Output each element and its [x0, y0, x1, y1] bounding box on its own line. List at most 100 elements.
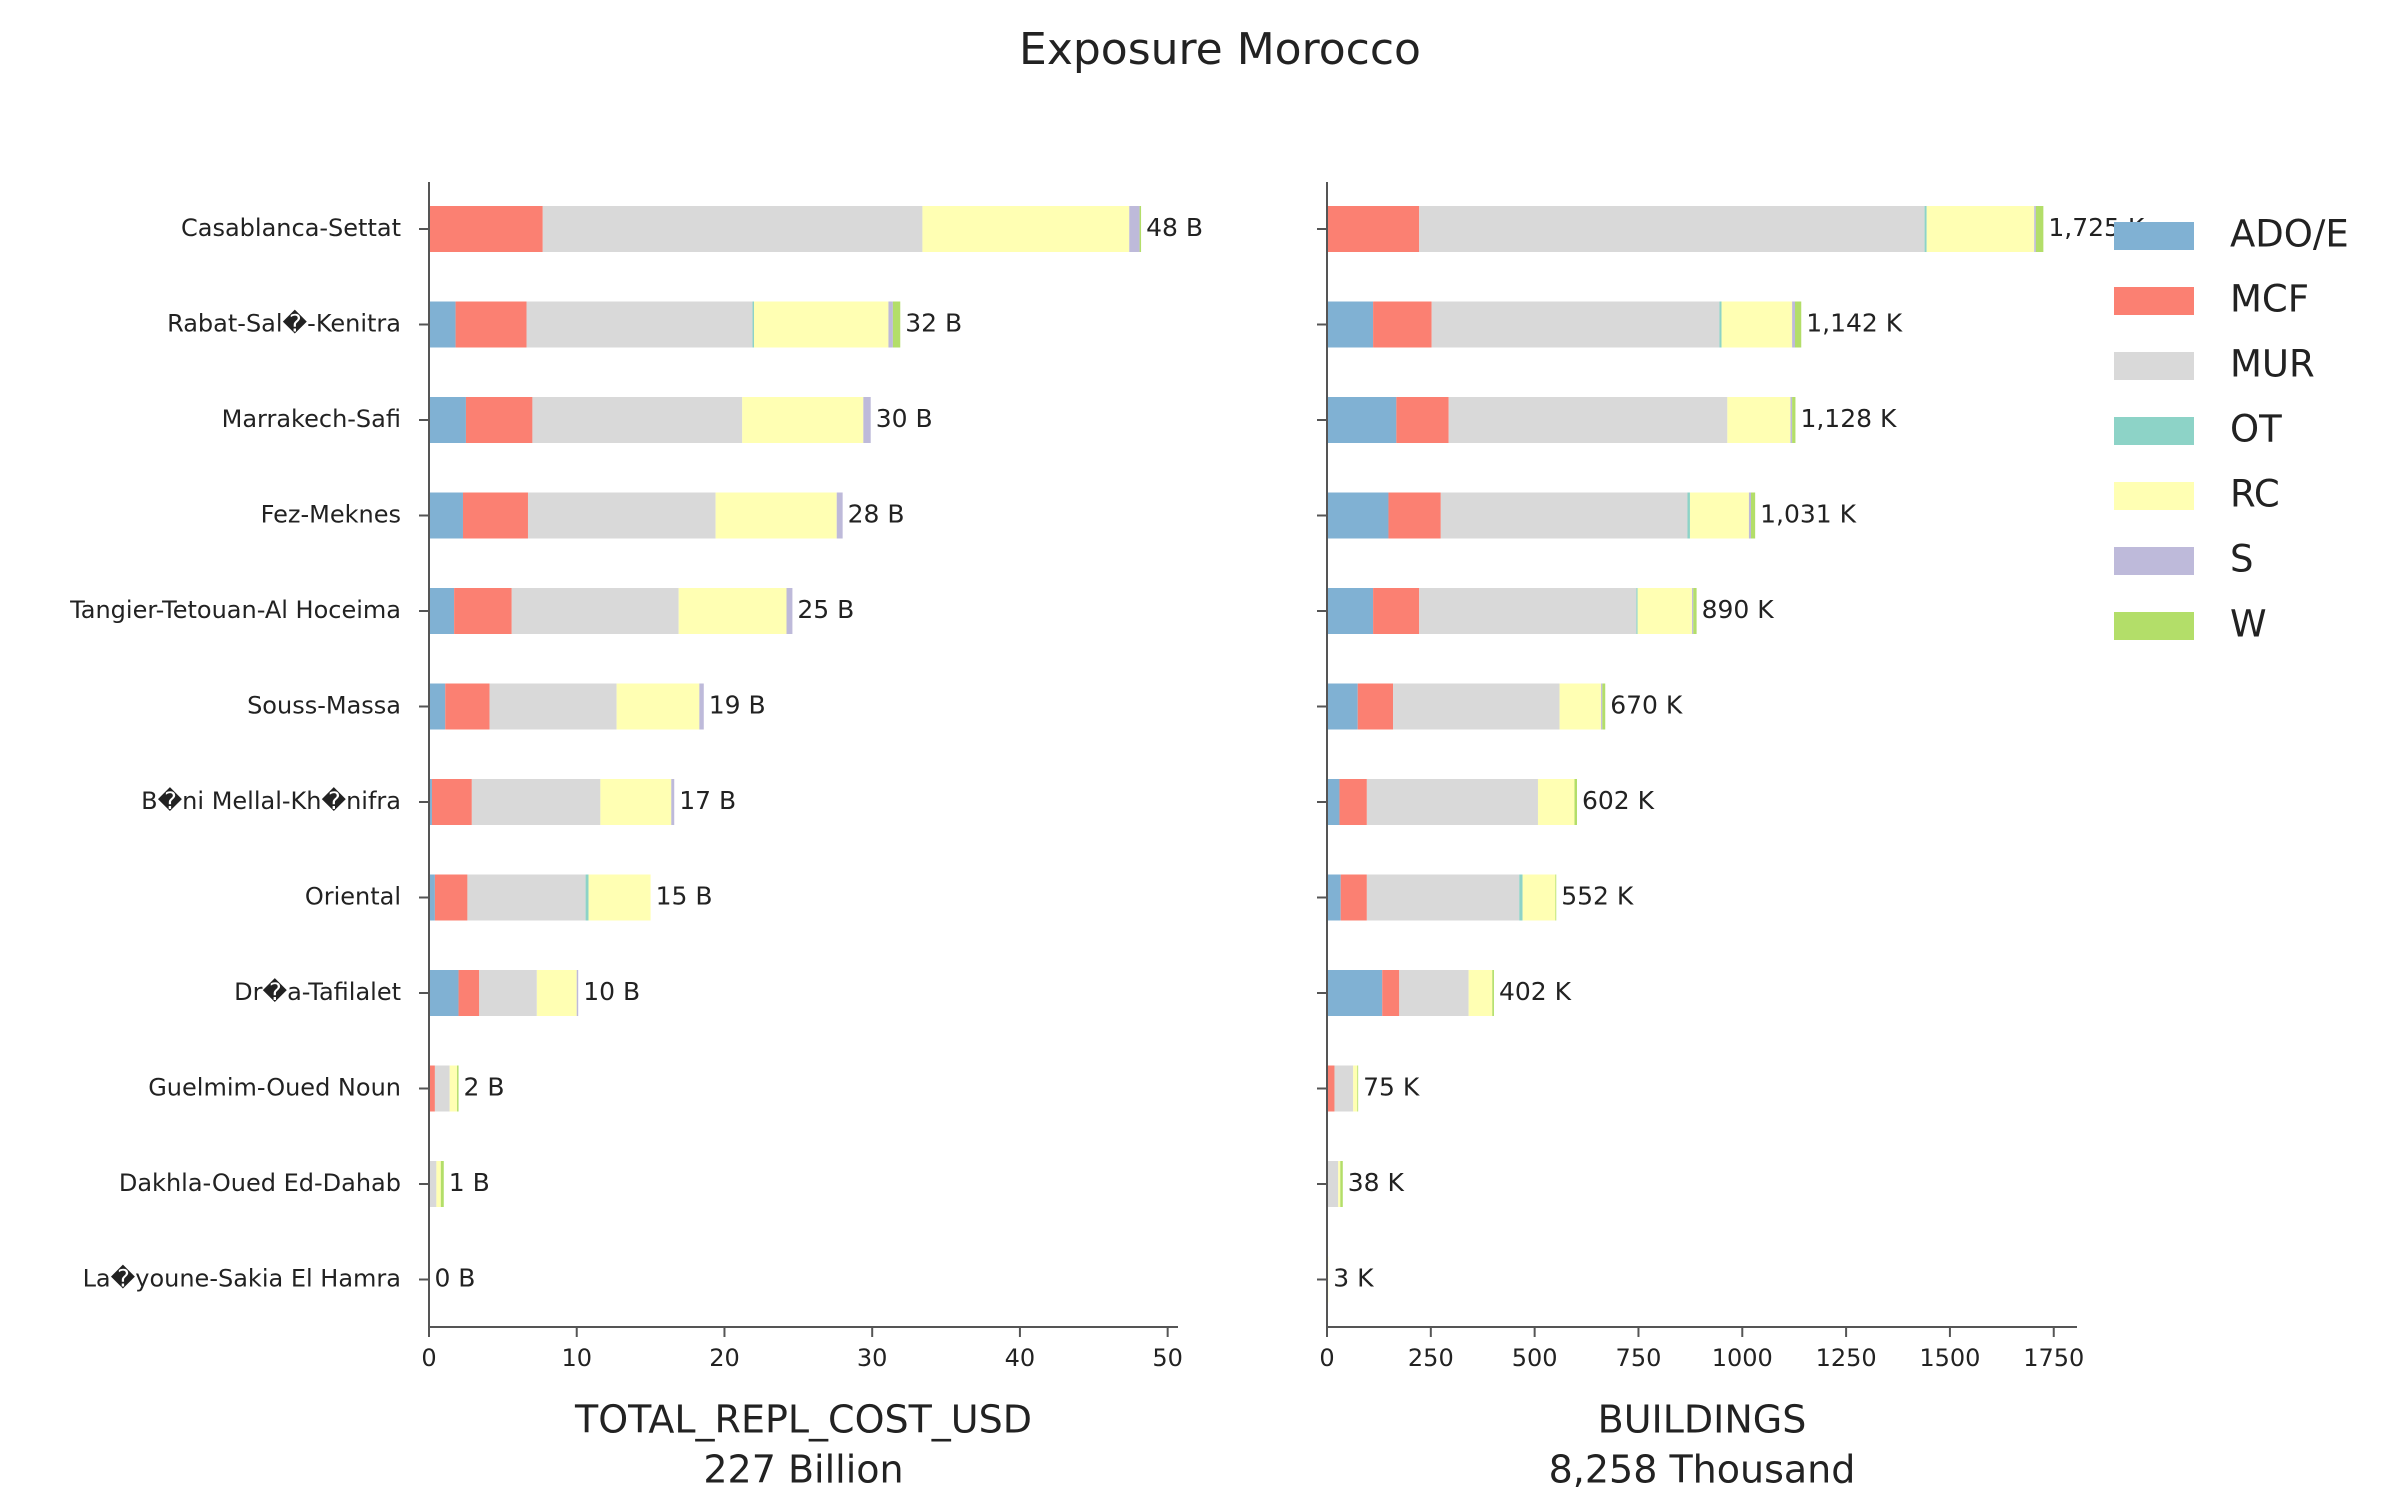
- bar-segment: [429, 1161, 437, 1207]
- total-label: 30 B: [876, 404, 933, 433]
- bar-segment: [1522, 874, 1556, 921]
- bar-segment: [1340, 874, 1367, 921]
- bar-segment: [445, 683, 490, 730]
- bar-segment: [431, 779, 472, 825]
- bar-segment: [1327, 301, 1374, 348]
- bar-segment: [1366, 779, 1538, 825]
- bar-segment: [2035, 206, 2044, 252]
- bar-segment: [429, 397, 466, 443]
- legend-label: MUR: [2230, 343, 2315, 386]
- bar-segment: [1687, 492, 1690, 539]
- bar-segment: [1327, 683, 1358, 730]
- bar-segment: [465, 397, 533, 443]
- bar-segment: [454, 588, 512, 634]
- bar-segment: [1519, 874, 1523, 921]
- bar-segment: [429, 492, 463, 539]
- bar-segment: [457, 1065, 459, 1112]
- bar-segment: [922, 206, 1130, 252]
- x-tick-label: 1500: [1919, 1344, 1980, 1372]
- bar-segment: [449, 1065, 458, 1112]
- bar-segment: [1366, 874, 1520, 921]
- total-label: 552 K: [1561, 882, 1634, 911]
- total-label: 17 B: [679, 786, 736, 815]
- bar-segment: [1388, 492, 1441, 539]
- bar-segment: [1419, 588, 1637, 634]
- bar-segment: [1727, 397, 1791, 443]
- legend-label: OT: [2230, 408, 2282, 451]
- bar-segment: [1338, 1161, 1341, 1207]
- bar-segment: [1431, 301, 1720, 348]
- legend-swatch: [2114, 482, 2194, 510]
- bar-segment: [455, 301, 527, 348]
- bar-segment: [1129, 206, 1140, 252]
- total-label: 25 B: [797, 595, 854, 624]
- x-tick-label: 50: [1152, 1344, 1183, 1372]
- legend-label: MCF: [2230, 278, 2309, 321]
- bar-segment: [471, 779, 601, 825]
- bar-segment: [1574, 779, 1577, 825]
- x-tick-label: 1000: [1712, 1344, 1773, 1372]
- bar-segment: [429, 301, 456, 348]
- bar-segment: [1396, 397, 1449, 443]
- total-label: 15 B: [656, 882, 713, 911]
- bar-segment: [1139, 206, 1142, 252]
- y-tick-label: Fez-Meknes: [261, 501, 401, 529]
- bar-segment: [1327, 1161, 1339, 1207]
- y-tick-label: Marrakech-Safi: [222, 405, 401, 433]
- y-tick-label: Guelmim-Oued Noun: [148, 1074, 401, 1102]
- y-tick-label: Souss-Massa: [247, 692, 401, 720]
- total-label: 1,031 K: [1760, 500, 1857, 529]
- bar-segment: [429, 779, 432, 825]
- bar-segment: [1719, 301, 1722, 348]
- bar-segment: [1792, 397, 1796, 443]
- bar-segment: [436, 1161, 441, 1207]
- bar-segment: [1790, 397, 1793, 443]
- y-tick-label: B�ni Mellal-Kh�nifra: [141, 787, 401, 815]
- y-tick-label: Casablanca-Settat: [181, 214, 401, 242]
- bar-segment: [1440, 492, 1688, 539]
- legend-swatch: [2114, 287, 2194, 315]
- legend-swatch: [2114, 547, 2194, 575]
- total-label: 1,128 K: [1800, 404, 1897, 433]
- bar-segment: [1601, 683, 1603, 730]
- total-label: 3 K: [1333, 1264, 1374, 1293]
- x-tick-label: 1750: [2023, 1344, 2084, 1372]
- bar-segment: [542, 206, 923, 252]
- bar-segment: [1327, 1065, 1335, 1112]
- bar-segment: [527, 492, 716, 539]
- bar-segment: [1334, 1065, 1354, 1112]
- bar-segment: [1327, 588, 1374, 634]
- total-label: 75 K: [1363, 1073, 1420, 1102]
- bar-segment: [1602, 683, 1606, 730]
- figure-title: Exposure Morocco: [1019, 24, 1421, 75]
- bar-segment: [600, 779, 672, 825]
- bar-segment: [1792, 301, 1796, 348]
- x-tick-label: 10: [561, 1344, 592, 1372]
- bar-segment: [2034, 206, 2036, 252]
- bar-segment: [585, 874, 589, 921]
- bar-segment: [588, 874, 651, 921]
- x-axis-label: TOTAL_REPL_COST_USD: [574, 1398, 1032, 1442]
- bar-segment: [1373, 301, 1432, 348]
- bar-segment: [536, 970, 577, 1016]
- bar-segment: [429, 588, 455, 634]
- bar-segment: [1689, 492, 1749, 539]
- total-label: 38 K: [1348, 1168, 1405, 1197]
- bar-segment: [1748, 492, 1752, 539]
- x-axis-label: BUILDINGS: [1598, 1398, 1807, 1442]
- legend-swatch: [2114, 612, 2194, 640]
- total-label: 28 B: [848, 500, 905, 529]
- bar-segment: [1327, 874, 1341, 921]
- bar-segment: [786, 588, 793, 634]
- bar-segment: [489, 683, 617, 730]
- bar-segment: [429, 970, 459, 1016]
- total-label: 670 K: [1610, 691, 1683, 720]
- x-tick-label: 1250: [1816, 1344, 1877, 1372]
- bar-segment: [1340, 1161, 1343, 1207]
- legend-swatch: [2114, 352, 2194, 380]
- total-label: 19 B: [709, 691, 766, 720]
- bar-segment: [526, 301, 753, 348]
- bar-segment: [616, 683, 700, 730]
- total-label: 48 B: [1146, 213, 1203, 242]
